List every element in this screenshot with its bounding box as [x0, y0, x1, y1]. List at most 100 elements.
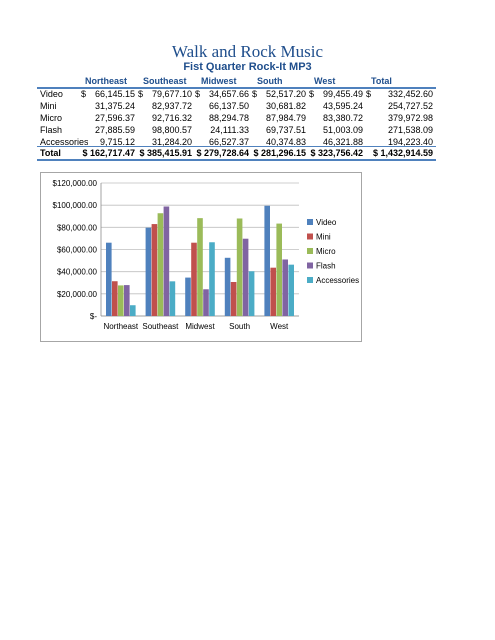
cell-value: 69,737.51: [265, 125, 306, 135]
cell-value: 27,596.37: [94, 113, 135, 123]
currency-symbol: $: [81, 89, 87, 99]
table-cell: $ 281,296.15: [252, 148, 309, 161]
cell-value: $ 162,717.47: [82, 148, 135, 158]
cell-value: 332,452.60: [387, 89, 433, 99]
x-tick-label: Northeast: [103, 322, 138, 331]
table-cell: $ 1,432,914.59: [366, 148, 436, 161]
row-label: Mini: [40, 101, 57, 111]
table-cell: 88,294.78: [195, 113, 252, 126]
table-cell: $52,517.20: [252, 89, 309, 102]
table-cell: 40,374.83: [252, 137, 309, 150]
currency-symbol: $: [195, 89, 201, 99]
legend-swatch: [307, 277, 313, 283]
table-cell: 46,321.88: [309, 137, 366, 150]
x-tick-label: Midwest: [185, 322, 215, 331]
bar-accessories: [288, 264, 294, 316]
table-row: Micro 27,596.37 92,716.32 88,294.78 87,984.7…: [37, 113, 436, 126]
table-cell: 27,596.37: [81, 113, 138, 126]
table-cell: 66,527.37: [195, 137, 252, 150]
cell-value: 66,137.50: [208, 101, 249, 111]
legend-swatch: [307, 248, 313, 254]
table-cell: $ 279,728.64: [195, 148, 252, 161]
table-cell: 31,284.20: [138, 137, 195, 150]
y-tick-label: $80,000.00: [57, 223, 98, 232]
cell-value: $ 281,296.15: [253, 148, 306, 158]
bar-video: [264, 205, 270, 316]
legend-label: Accessories: [316, 276, 359, 285]
table-cell: $332,452.60: [366, 89, 436, 102]
cell-value: 9,715.12: [99, 137, 135, 147]
sales-chart-svg: $- $20,000.00 $40,000.00 $60,000.00 $80,000.…: [53, 179, 360, 331]
table-row: Video $66,145.15 $79,677.10 $34,657.66 $52,5…: [37, 89, 436, 102]
bar-flash: [242, 238, 249, 316]
bar-video: [106, 242, 112, 316]
cell-value: $ 385,415.91: [139, 148, 192, 158]
table-cell: $99,455.49: [309, 89, 366, 102]
cell-value: 51,003.09: [322, 125, 363, 135]
legend-label: Video: [316, 218, 337, 227]
table-cell: 31,375.24: [81, 101, 138, 114]
bar-micro: [118, 285, 124, 316]
bar-mini: [270, 267, 276, 316]
bar-micro: [197, 218, 203, 316]
bar-video: [224, 257, 231, 316]
legend-label: Flash: [316, 262, 336, 271]
cell-value: 87,984.79: [265, 113, 306, 123]
table-row: Accessories 9,715.12 31,284.20 66,527.37 40,…: [37, 137, 436, 150]
column-header-midwest: Midwest: [201, 76, 237, 86]
cell-value: $ 1,432,914.59: [372, 148, 433, 158]
sales-chart: $- $20,000.00 $40,000.00 $60,000.00 $80,000.…: [40, 172, 362, 342]
bar-flash: [163, 206, 170, 316]
cell-value: 99,455.49: [322, 89, 363, 99]
y-tick-label: $-: [90, 312, 97, 321]
row-label: Micro: [40, 113, 62, 123]
bar-mini: [191, 242, 197, 316]
sheet-subtitle: Fist Quarter Rock-It MP3: [183, 61, 312, 73]
total-bottom-rule: [37, 159, 436, 161]
table-cell: $ 162,717.47: [81, 148, 138, 161]
row-label: Accessories: [40, 137, 88, 147]
table-cell: $79,677.10: [138, 89, 195, 102]
legend-label: Mini: [316, 233, 331, 242]
row-label: Total: [40, 148, 61, 158]
y-tick-label: $60,000.00: [57, 246, 98, 255]
legend-swatch: [307, 262, 313, 269]
bar-accessories: [209, 242, 215, 316]
table-cell: 69,737.51: [252, 125, 309, 138]
cell-value: 34,657.66: [208, 89, 249, 99]
cell-value: 31,375.24: [94, 101, 135, 111]
cell-value: 83,380.72: [322, 113, 363, 123]
column-header-west: West: [314, 76, 336, 86]
cell-value: 88,294.78: [208, 113, 249, 123]
table-cell: 27,885.59: [81, 125, 138, 138]
legend-swatch: [307, 233, 313, 240]
column-header-northeast: Northeast: [85, 76, 128, 86]
sheet-title: Walk and Rock Music: [171, 42, 324, 61]
cell-value: 92,716.32: [151, 113, 192, 123]
bar-mini: [230, 281, 237, 316]
cell-value: 52,517.20: [265, 89, 306, 99]
x-tick-label: South: [229, 322, 250, 331]
legend-swatch: [307, 219, 313, 225]
currency-symbol: $: [309, 89, 315, 99]
bar-micro: [157, 213, 164, 316]
bar-accessories: [130, 305, 136, 316]
bar-accessories: [169, 281, 176, 316]
column-header-total: Total: [371, 76, 392, 86]
y-tick-label: $100,000.00: [53, 201, 98, 210]
cell-value: 30,681.82: [265, 101, 306, 111]
table-cell: 82,937.72: [138, 101, 195, 114]
table-cell: 194,223.40: [366, 137, 436, 150]
x-tick-label: Southeast: [142, 322, 179, 331]
table-cell: 83,380.72: [309, 113, 366, 126]
bar-micro: [276, 223, 282, 316]
table-cell: 254,727.52: [366, 101, 436, 114]
row-label: Flash: [40, 125, 63, 135]
cell-value: 254,727.52: [387, 101, 433, 111]
cell-value: 66,145.15: [94, 89, 135, 99]
bar-mini: [151, 224, 158, 316]
bar-accessories: [248, 271, 255, 316]
total-row: Total $ 162,717.47 $ 385,415.91 $ 279,728.6…: [37, 148, 436, 161]
cell-value: 31,284.20: [151, 137, 192, 147]
cell-value: 194,223.40: [387, 137, 433, 147]
